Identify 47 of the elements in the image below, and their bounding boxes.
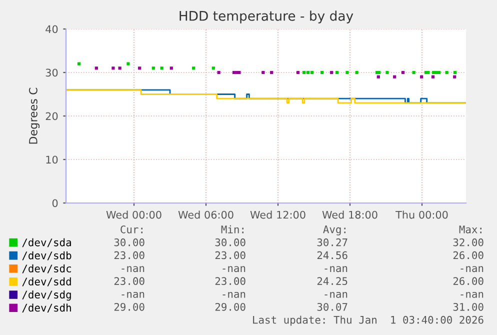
text: Last update: Thu Jan 1 03:40:00 2026 xyxy=(253,316,484,326)
chart-title: HDD temperature - by day xyxy=(180,10,354,24)
y-tick-label: 40 xyxy=(46,25,58,34)
legend-label: /dev/sdc xyxy=(22,264,71,274)
legend-label: /dev/sda xyxy=(22,238,71,248)
text: 30.00 xyxy=(215,238,246,246)
text: Cur: xyxy=(120,225,142,234)
text: Max: xyxy=(459,226,482,234)
text: 24.56 xyxy=(317,251,348,260)
text: 24.25 xyxy=(317,277,348,286)
y-tick-label: 0 xyxy=(52,199,58,208)
x-tick-label: Wed 06:00 xyxy=(178,210,234,219)
text: 30.27 xyxy=(317,238,348,246)
text: 26.00 xyxy=(453,251,484,260)
text: 29.00 xyxy=(215,302,246,311)
legend-label: /dev/sdh xyxy=(22,304,71,312)
y-axis-title: Degrees C xyxy=(28,88,40,144)
text: -nan xyxy=(324,266,348,272)
text: 31.00 xyxy=(453,302,484,311)
text: -nan xyxy=(460,292,484,298)
y-tick-label: 30 xyxy=(46,68,58,77)
text: Avg: xyxy=(323,226,346,236)
x-tick-label: Wed 00:00 xyxy=(106,210,162,219)
legend-label: /dev/sdb xyxy=(22,251,72,260)
text: 23.00 xyxy=(114,277,144,286)
text: -nan xyxy=(460,266,484,272)
text: 32.00 xyxy=(453,238,484,246)
text: Min: xyxy=(221,225,244,234)
text: 29.00 xyxy=(114,302,144,311)
y-tick-label: 10 xyxy=(46,156,58,164)
x-tick-label: Thu 00:00 xyxy=(396,210,448,219)
x-tick-label: Wed 18:00 xyxy=(322,210,378,219)
text: -nan xyxy=(122,266,144,272)
text: -nan xyxy=(122,292,144,298)
text: -nan xyxy=(222,266,246,272)
text: 30.00 xyxy=(114,238,144,246)
text: 26.00 xyxy=(453,277,484,286)
legend-label: /dev/sdg xyxy=(22,290,71,301)
y-tick-label: 20 xyxy=(46,112,58,120)
text: -nan xyxy=(324,292,348,298)
text: 23.00 xyxy=(215,277,246,286)
text: 23.00 xyxy=(114,251,144,260)
legend-label: /dev/sdd xyxy=(22,277,71,286)
text: -nan xyxy=(222,292,246,298)
text: 23.00 xyxy=(215,251,246,260)
x-tick-label: Wed 12:00 xyxy=(250,210,306,219)
text: 30.07 xyxy=(317,302,348,311)
